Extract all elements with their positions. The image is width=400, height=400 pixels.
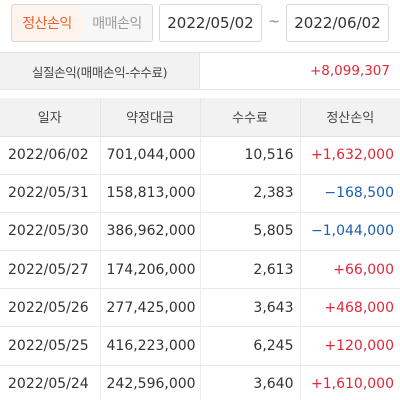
- cell-fee: 2,613: [200, 250, 301, 290]
- spacer: [0, 90, 400, 98]
- cell-date: 2022/05/30: [0, 212, 101, 252]
- cell-date: 2022/05/24: [0, 365, 101, 400]
- table-row[interactable]: 2022/05/26 277,425,000 3,643 +468,000: [0, 288, 400, 328]
- date-range-separator: ~: [268, 14, 280, 30]
- cell-settlement-pl: +1,610,000: [300, 365, 400, 400]
- cell-settlement-pl: +66,000: [300, 250, 400, 290]
- cell-fee: 3,643: [200, 288, 301, 328]
- cell-fee: 5,805: [200, 212, 301, 252]
- cell-fee: 2,383: [200, 174, 301, 213]
- tab-trade-pl[interactable]: 매매손익: [82, 5, 152, 41]
- table-row[interactable]: 2022/05/31 158,813,000 2,383 −168,500: [0, 174, 400, 213]
- cell-date: 2022/05/31: [0, 174, 101, 213]
- cell-contract-amount: 174,206,000: [100, 250, 201, 290]
- table-row[interactable]: 2022/06/02 701,044,000 10,516 +1,632,000: [0, 136, 400, 175]
- cell-settlement-pl: −1,044,000: [300, 212, 400, 252]
- pl-type-toggle: 정산손익 매매손익: [11, 4, 153, 42]
- cell-fee: 6,245: [200, 326, 301, 366]
- cell-contract-amount: 277,425,000: [100, 288, 201, 328]
- net-pl-label: 실질손익(매매손익-수수료): [0, 52, 200, 90]
- cell-contract-amount: 242,596,000: [100, 365, 201, 400]
- column-header-fee: 수수료: [200, 98, 301, 137]
- column-header-settlement-pl: 정산손익: [300, 98, 400, 137]
- table-row[interactable]: 2022/05/27 174,206,000 2,613 +66,000: [0, 250, 400, 290]
- cell-settlement-pl: −168,500: [300, 174, 400, 213]
- table-row[interactable]: 2022/05/24 242,596,000 3,640 +1,610,000: [0, 365, 400, 400]
- column-header-contract-amount: 약정대금: [100, 98, 201, 137]
- cell-settlement-pl: +120,000: [300, 326, 400, 366]
- net-pl-value: +8,099,307: [200, 52, 400, 90]
- cell-contract-amount: 701,044,000: [100, 136, 201, 175]
- cell-contract-amount: 158,813,000: [100, 174, 201, 213]
- filter-bar: 정산손익 매매손익 2022/05/02 ~ 2022/06/02: [0, 0, 400, 52]
- cell-date: 2022/05/26: [0, 288, 101, 328]
- column-header-date: 일자: [0, 98, 101, 137]
- cell-settlement-pl: +1,632,000: [300, 136, 400, 175]
- cell-date: 2022/06/02: [0, 136, 101, 175]
- start-date-field[interactable]: 2022/05/02: [159, 4, 262, 42]
- end-date-field[interactable]: 2022/06/02: [286, 4, 389, 42]
- cell-settlement-pl: +468,000: [300, 288, 400, 328]
- cell-contract-amount: 386,962,000: [100, 212, 201, 252]
- cell-contract-amount: 416,223,000: [100, 326, 201, 366]
- cell-fee: 10,516: [200, 136, 301, 175]
- table-row[interactable]: 2022/05/30 386,962,000 5,805 −1,044,000: [0, 212, 400, 252]
- cell-fee: 3,640: [200, 365, 301, 400]
- net-pl-summary: 실질손익(매매손익-수수료) +8,099,307: [0, 52, 400, 90]
- table-header-row: 일자 약정대금 수수료 정산손익: [0, 98, 400, 137]
- cell-date: 2022/05/25: [0, 326, 101, 366]
- cell-date: 2022/05/27: [0, 250, 101, 290]
- table-row[interactable]: 2022/05/25 416,223,000 6,245 +120,000: [0, 326, 400, 366]
- tab-settlement-pl[interactable]: 정산손익: [12, 5, 83, 41]
- daily-pl-table: 일자 약정대금 수수료 정산손익 2022/06/02 701,044,000 10…: [0, 98, 400, 400]
